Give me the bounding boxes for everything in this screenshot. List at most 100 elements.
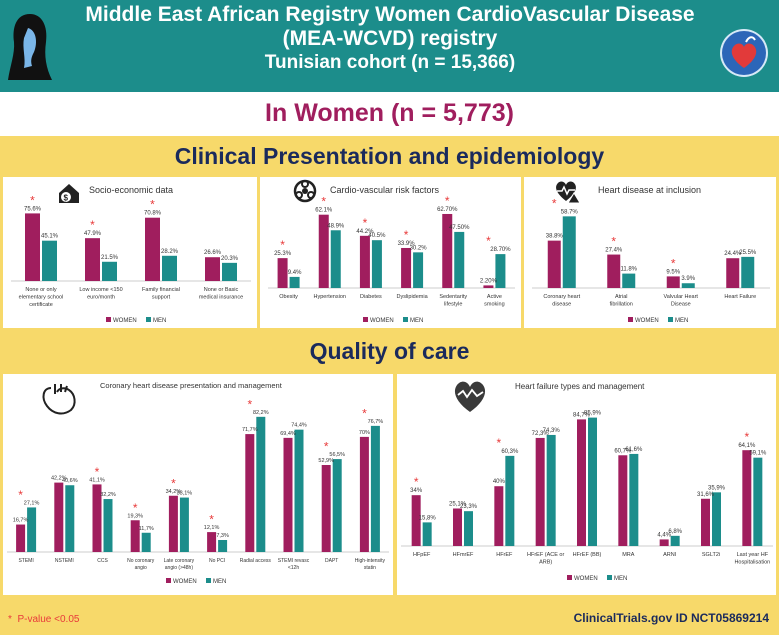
money-house-icon: $ <box>59 184 79 203</box>
data-label-men: 30.2% <box>410 245 428 251</box>
category-label: None or only <box>25 287 56 293</box>
category-label: Coronary heart <box>543 294 580 300</box>
significance-star: * <box>30 193 35 207</box>
svg-text:$: $ <box>64 194 69 203</box>
significance-star: * <box>18 488 23 502</box>
header-title: Middle East African Registry Women Cardi… <box>85 3 695 50</box>
data-label-men: 48.9% <box>327 223 345 229</box>
bar-women <box>25 213 40 281</box>
bar-women <box>54 482 64 552</box>
heart-logo-icon <box>720 29 768 77</box>
data-label-women: 70.8% <box>144 211 162 217</box>
bar-women <box>442 213 453 288</box>
significance-star: * <box>133 501 138 515</box>
data-label-men: 61,6% <box>625 447 643 453</box>
category-label: No coronary <box>127 558 155 564</box>
data-label-men: 40.5% <box>368 233 386 239</box>
bar-women <box>207 532 217 552</box>
legend-men: MEN <box>410 318 423 324</box>
chart-heart-disease: Heart disease at inclusion 38.8% 58.7% * Cor… <box>532 181 770 324</box>
bar-women <box>701 498 710 546</box>
data-label-men: 47.50% <box>449 225 470 231</box>
data-label-men: 60,3% <box>501 449 519 455</box>
category-label: Active <box>487 294 502 300</box>
bar-men <box>495 254 506 288</box>
panel-heart-disease: Heart disease at inclusion 38.8% 58.7% * Cor… <box>524 177 776 328</box>
bar-women <box>618 455 628 546</box>
data-label-men: 9.4% <box>288 270 302 276</box>
legend-swatch-men <box>607 575 612 580</box>
legend-men: MEN <box>614 576 627 582</box>
data-label-women: 12,1% <box>204 525 220 531</box>
category-label: smoking <box>484 302 504 308</box>
data-label-men: 7,3% <box>216 533 229 539</box>
category-label: statin <box>364 565 376 571</box>
significance-star: * <box>247 397 252 411</box>
significance-star: * <box>611 235 616 249</box>
bar-women <box>359 235 370 288</box>
significance-star: * <box>486 234 491 248</box>
bar-men <box>413 252 424 288</box>
data-label-men: 33,1% <box>177 491 193 497</box>
data-label-men: 23,3% <box>460 504 478 510</box>
bar-men <box>562 216 576 288</box>
bar-women <box>16 524 26 552</box>
data-label-men: 15,8% <box>419 515 437 521</box>
bar-men <box>332 459 342 552</box>
trial-id: ClinicalTrials.gov ID NCT05869214 <box>573 611 769 625</box>
bar-men <box>222 262 237 281</box>
bar-women <box>168 495 178 552</box>
heart-failure-icon <box>454 381 486 412</box>
bar-men <box>179 497 189 552</box>
category-label: Hypertension <box>314 294 346 300</box>
significance-star: * <box>404 228 409 242</box>
bar-men <box>256 416 266 552</box>
bar-women <box>145 217 160 281</box>
bar-men <box>102 261 117 281</box>
category-label: Radial access <box>240 558 272 564</box>
category-label: HFpEF <box>413 552 431 558</box>
bar-women <box>607 254 621 288</box>
bar-men <box>622 273 636 288</box>
data-label-women: 9.5% <box>666 269 680 275</box>
bar-men <box>712 492 721 546</box>
category-label: lifestyle <box>444 302 462 308</box>
significance-star: * <box>445 194 450 208</box>
bar-women <box>283 437 293 552</box>
data-label-men: 11,7% <box>139 526 154 532</box>
bar-men <box>65 485 75 552</box>
data-label-men: 35,9% <box>708 485 726 491</box>
bar-men <box>422 522 432 546</box>
data-label-women: 52,9% <box>318 458 334 464</box>
category-label: angio (>48h) <box>165 565 194 571</box>
data-label-women: 26.6% <box>204 250 222 256</box>
category-label: Diabetes <box>360 294 382 300</box>
data-label-men: 3.9% <box>681 276 695 282</box>
category-label: Heart Failure <box>724 294 756 300</box>
data-label-men: 85,9% <box>584 411 602 417</box>
header-cohort: Tunisian cohort (n = 15,366) <box>264 52 516 73</box>
category-label: certificate <box>29 302 53 308</box>
legend-swatch-women <box>628 317 633 322</box>
category-label: DAPT <box>325 558 338 564</box>
significance-star: * <box>209 513 214 527</box>
data-label-women: 33.9% <box>398 241 416 247</box>
data-label-men: 27,1% <box>24 500 40 506</box>
data-label-women: 84,7% <box>573 412 591 418</box>
significance-star: * <box>171 476 176 490</box>
category-label: fibrillation <box>610 302 633 308</box>
chart-socio-economic: $ Socio-economic data 75.6% 45.1% * None or o… <box>11 184 251 324</box>
data-label-men: 20.3% <box>221 256 239 262</box>
data-label-men: 76,7% <box>368 419 384 425</box>
data-label-women: 47.9% <box>84 231 102 237</box>
data-label-men: 59,1% <box>749 451 767 457</box>
category-label: Late coronary <box>164 558 195 564</box>
bar-men <box>103 499 113 552</box>
category-label: disease <box>552 302 571 308</box>
data-label-women: 2.20% <box>480 278 498 284</box>
category-label: support <box>152 295 171 301</box>
significance-star: * <box>324 440 329 454</box>
bar-women <box>547 240 561 288</box>
data-label-women: 71,7% <box>242 427 258 433</box>
biohazard-icon <box>293 179 317 203</box>
